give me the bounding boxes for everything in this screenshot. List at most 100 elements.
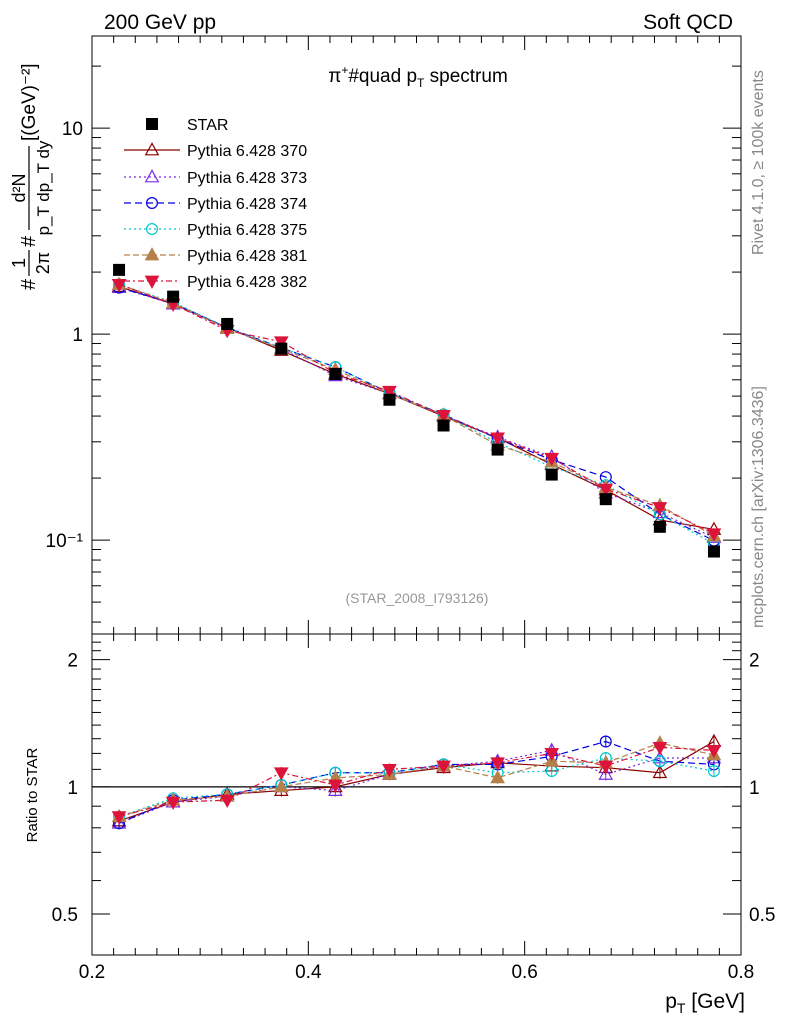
series-375-line [118, 283, 715, 545]
series-382-ratio-point [165, 796, 181, 810]
series-382-ratio-point [490, 757, 505, 771]
series-373-ratio-point [598, 766, 614, 780]
series-373-line [118, 287, 715, 539]
ratio-y-tick-label: 1 [67, 778, 78, 799]
legend-370-marker [144, 142, 160, 156]
series-381-line [118, 283, 715, 537]
x-tick-label: 0.2 [79, 962, 105, 983]
plot-title-sup: + [341, 63, 348, 77]
legend-370-label: Pythia 6.428 370 [187, 143, 307, 160]
x-axis-label: pT [GeV] [665, 990, 745, 1016]
header-left-label: 200 GeV pp [104, 11, 216, 34]
series-382-ratio-point [436, 760, 451, 774]
star-data-point [707, 545, 720, 558]
series-381-ratio-point [490, 770, 505, 784]
series-382-point [652, 502, 668, 516]
x-label-sub: T [677, 1000, 686, 1016]
ylabel-unit: [(GeV)⁻²] [19, 63, 40, 141]
series-382-ratio-point [652, 741, 668, 756]
main-ylabel: # 1 2π # d²N p_T dp_T dy [(GeV)⁻²] [9, 63, 53, 290]
legend-373-marker [144, 169, 160, 183]
star-data-point [167, 290, 180, 303]
ratio-y-tick-label-right: 1 [749, 778, 760, 799]
legend-382-label: Pythia 6.428 382 [187, 274, 307, 291]
x-label-main: p [665, 990, 677, 1013]
ylabel-hash2: # [18, 235, 40, 247]
series-373-ratio-point [328, 782, 343, 796]
ratio-frame [91, 633, 742, 956]
ratio-y-tick-label: 0.5 [52, 905, 78, 926]
plot-title: π+#quad pT spectrum [328, 63, 508, 90]
star-data-point [599, 493, 612, 506]
legend: STAR Pythia 6.428 370 Pythia 6.428 373 Pyth… [124, 117, 307, 291]
series-382-ratio-point [111, 811, 127, 825]
series-382-ratio-point [273, 767, 289, 781]
series-382-point [111, 279, 127, 293]
star-data-point [383, 393, 396, 406]
star-data-point [329, 368, 342, 381]
side-label-bottom: mcplots.cern.ch [arXiv:1306.3436] [750, 386, 767, 628]
series-382-ratio-point [219, 794, 235, 809]
legend-374-label: Pythia 6.428 374 [187, 196, 307, 213]
series-374-line [118, 287, 715, 542]
series-375-ratio-point [653, 755, 666, 768]
star-data-point [437, 419, 450, 432]
star-data-point [545, 468, 558, 481]
legend-375-marker [146, 223, 159, 236]
header-right-label: Soft QCD [643, 11, 733, 34]
series-382-ratio-point [706, 744, 722, 759]
legend-373-label: Pythia 6.428 373 [187, 170, 307, 187]
x-tick-label: 0.4 [295, 962, 322, 983]
series-375-ratio-point [707, 765, 720, 778]
series-370-ratio-point [652, 764, 668, 779]
series-370-ratio-line [118, 741, 715, 822]
star-data-point [221, 317, 234, 330]
star-data-point [491, 443, 504, 456]
ylabel-frac2-num: d²N [9, 173, 29, 202]
series-382-point [544, 452, 560, 467]
ratio-y-tick-label-right: 2 [749, 651, 760, 672]
main-panel: 10⁻¹ 1 10 [46, 35, 742, 635]
ratio-panel: 0.2 0.4 0.6 0.8 0.5 0.5 1 1 2 2 [52, 633, 775, 983]
legend-381-marker [144, 247, 160, 261]
series-382-ratio-point [382, 763, 397, 778]
x-tick-label: 0.6 [511, 962, 537, 983]
series-381-ratio-line [118, 742, 715, 818]
side-label-top: Rivet 4.1.0, ≥ 100k events [750, 70, 767, 255]
series-370-line [118, 285, 715, 531]
series-381-ratio-point [273, 779, 289, 793]
star-data-point [113, 263, 126, 276]
series-382-ratio-point [544, 747, 560, 762]
ratio-ylabel: Ratio to STAR [24, 747, 41, 842]
legend-382-marker [144, 275, 160, 289]
y-tick-label: 10⁻¹ [46, 531, 84, 552]
series-382-point [598, 483, 614, 497]
plot-title-main: π [328, 66, 341, 87]
ylabel-frac2-den: p_T dp_T dy [34, 140, 53, 235]
y-tick-label: 1 [72, 325, 83, 346]
plot-title-end: spectrum [424, 66, 507, 87]
legend-374-marker [146, 197, 159, 210]
series-382-point [382, 385, 397, 400]
star-data-point [275, 342, 288, 355]
series-374-ratio-line [118, 740, 714, 824]
series-382-ratio-point [598, 760, 614, 774]
ratio-y-tick-label: 2 [67, 651, 78, 672]
plot-title-sub: T [417, 76, 425, 90]
analysis-label: (STAR_2008_I793126) [346, 590, 489, 606]
series-382-ratio-point [328, 779, 343, 793]
series-382-point [490, 432, 505, 446]
ratio-y-tick-label-right: 0.5 [749, 905, 775, 926]
plot-title-mid: #quad p [348, 66, 417, 87]
legend-label-star: STAR [187, 117, 228, 134]
legend-381-label: Pythia 6.428 381 [187, 248, 307, 265]
x-label-unit: [GeV] [685, 990, 745, 1013]
series-382-ratio-line [118, 746, 714, 818]
ylabel-hash1: # [18, 278, 40, 290]
star-data-point [653, 520, 666, 533]
y-tick-label: 10 [62, 119, 83, 140]
ylabel-frac1-den: 2π [33, 252, 53, 274]
series-374-ratio-point [599, 735, 612, 748]
series-382-point [436, 409, 451, 424]
